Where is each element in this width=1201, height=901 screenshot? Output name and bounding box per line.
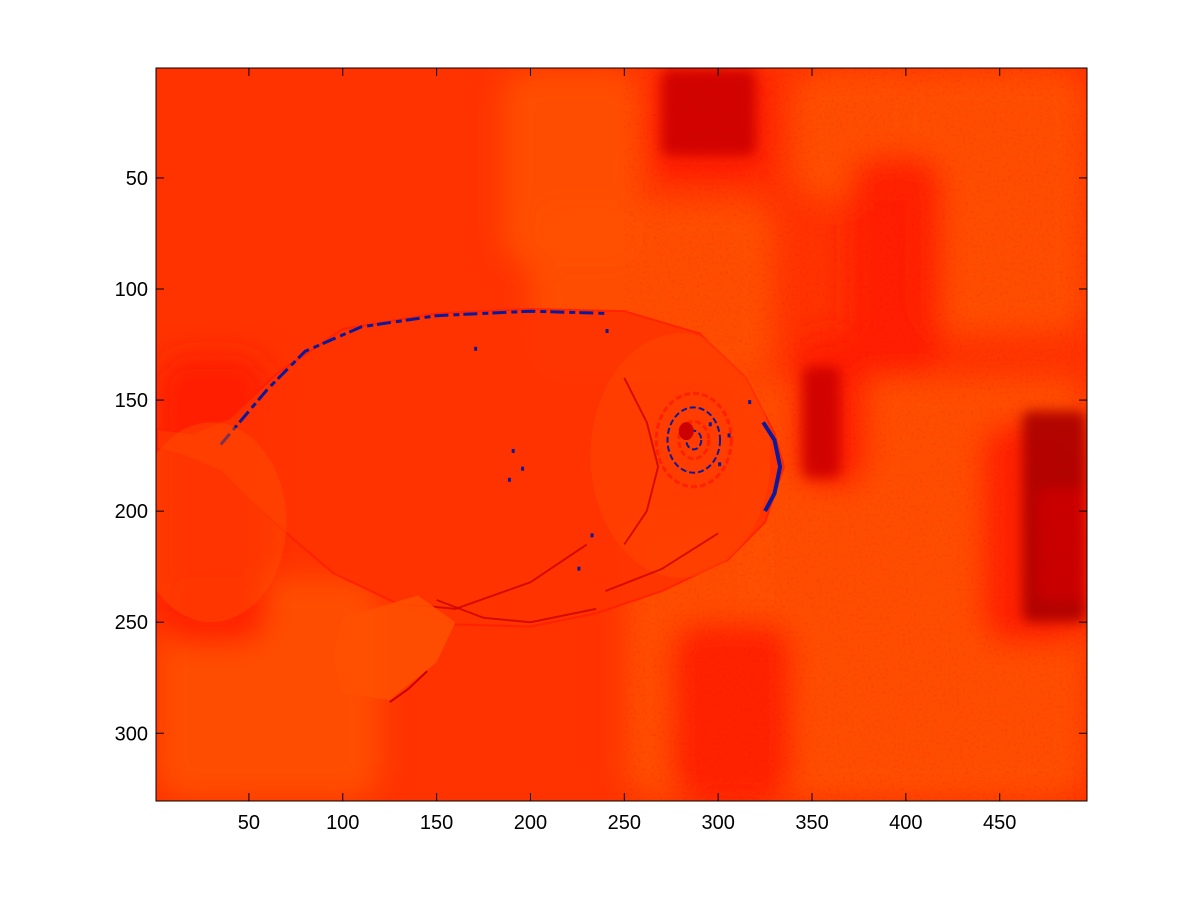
- x-tick: 350: [795, 68, 829, 834]
- y-tick: 150: [115, 390, 1087, 412]
- x-tick: 400: [889, 68, 923, 834]
- x-tick: 250: [608, 68, 641, 834]
- axes-frame: [155, 67, 1088, 802]
- x-tick-label: 400: [889, 812, 922, 834]
- x-tick: 300: [701, 68, 735, 834]
- x-axis: 50 100 150 200 250 300 350 400 450: [238, 68, 1016, 834]
- y-tick: 200: [115, 501, 1087, 523]
- x-tick: 50: [238, 68, 260, 834]
- y-tick: 250: [115, 612, 1087, 634]
- y-tick: 50: [126, 168, 1087, 190]
- x-tick: 150: [420, 68, 453, 834]
- y-tick-label: 100: [115, 279, 148, 301]
- y-tick: 300: [115, 723, 1087, 745]
- x-tick-label: 200: [514, 812, 547, 834]
- x-tick: 450: [983, 68, 1016, 834]
- y-tick-label: 250: [115, 612, 148, 634]
- y-tick-label: 200: [115, 501, 148, 523]
- y-tick-label: 50: [126, 168, 148, 190]
- y-axis: 50 100 150 200 250 300: [115, 168, 1087, 745]
- x-tick-label: 350: [795, 812, 828, 834]
- x-tick-label: 250: [608, 812, 641, 834]
- x-tick: 100: [326, 68, 359, 834]
- x-tick-label: 300: [701, 812, 734, 834]
- x-tick-label: 100: [326, 812, 359, 834]
- y-tick: 100: [115, 279, 1087, 301]
- x-tick-label: 50: [238, 812, 260, 834]
- y-tick-label: 300: [115, 723, 148, 745]
- fish-figure: [156, 307, 785, 704]
- x-tick-label: 150: [420, 812, 453, 834]
- x-tick: 200: [514, 68, 547, 834]
- heatmap-image: [156, 68, 1087, 801]
- y-tick-label: 150: [115, 390, 148, 412]
- x-tick-label: 450: [983, 812, 1016, 834]
